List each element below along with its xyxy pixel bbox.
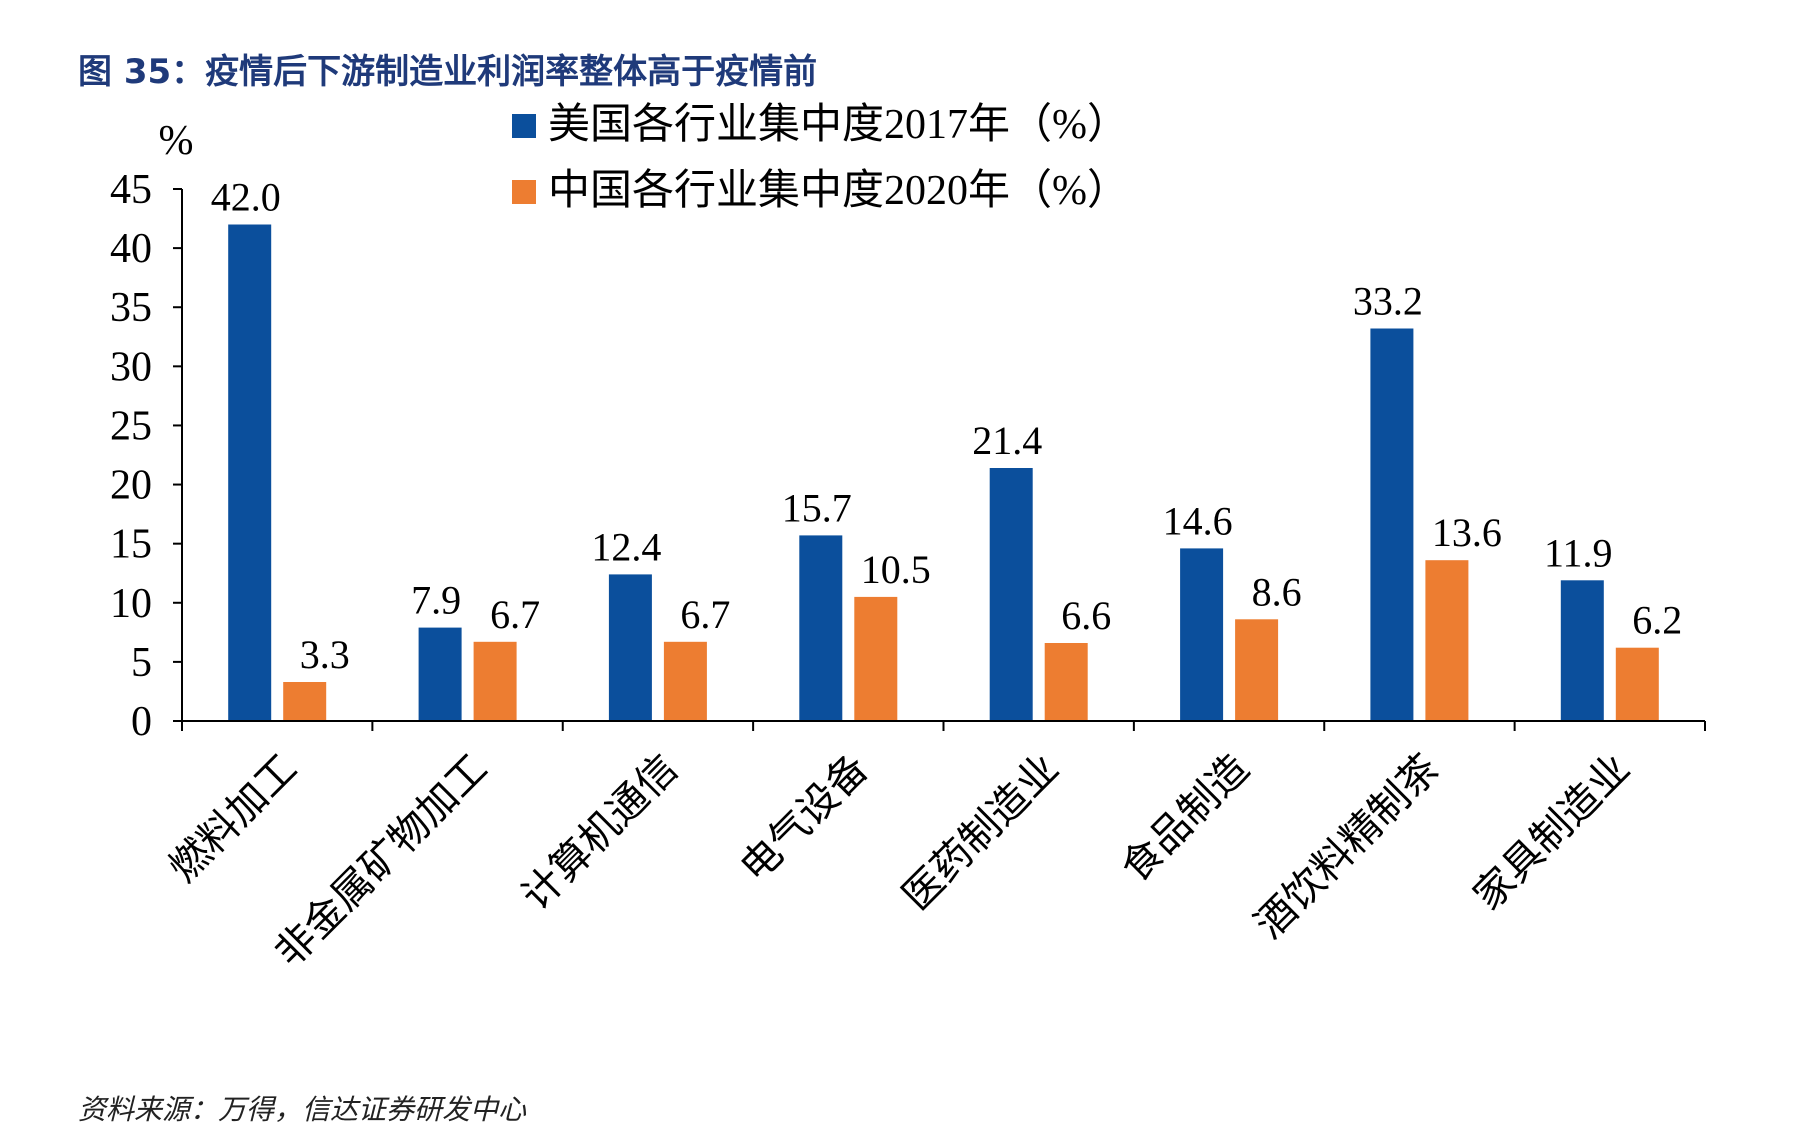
bar-us-0 <box>228 224 272 721</box>
bar-cn-4 <box>1044 643 1088 721</box>
category-label-6: 酒饮料精制茶 <box>1246 746 1448 948</box>
bar-cn-6 <box>1425 560 1469 721</box>
legend-swatch-us <box>512 114 536 138</box>
data-label-us-4: 21.4 <box>972 418 1042 463</box>
legend-label-cn: 中国各行业集中度2020年（%） <box>548 167 1129 214</box>
y-tick-label-15: 15 <box>110 522 152 568</box>
data-label-us-3: 15.7 <box>782 485 852 530</box>
y-tick-label-40: 40 <box>110 226 152 272</box>
data-label-us-5: 14.6 <box>1163 498 1233 543</box>
bar-cn-5 <box>1235 619 1279 721</box>
category-label-2: 计算机通信 <box>513 746 687 920</box>
bar-us-5 <box>1180 548 1224 721</box>
legend-swatch-cn <box>512 180 536 204</box>
data-label-us-7: 11.9 <box>1544 530 1613 575</box>
bar-us-6 <box>1370 328 1414 721</box>
data-labels-layer: 42.0 7.9 12.4 15.7 21.4 14.6 33.2 11.9 3.3 6.7 6.7… <box>211 175 1683 678</box>
data-label-us-6: 33.2 <box>1353 279 1423 324</box>
y-tick-label-0: 0 <box>131 699 152 745</box>
bar-cn-7 <box>1615 647 1659 721</box>
legend: 美国各行业集中度2017年（%） 中国各行业集中度2020年（%） <box>512 101 1129 214</box>
y-tick-label-25: 25 <box>110 403 152 449</box>
y-tick-label-20: 20 <box>110 463 152 509</box>
category-label-5: 食品制造 <box>1112 746 1258 892</box>
data-label-cn-4: 6.6 <box>1061 593 1111 638</box>
data-label-cn-3: 10.5 <box>861 547 931 592</box>
bar-cn-3 <box>854 596 898 721</box>
bar-us-7 <box>1560 580 1604 721</box>
y-tick-label-10: 10 <box>110 581 152 627</box>
category-label-3: 电气设备 <box>732 746 878 892</box>
bar-us-2 <box>608 574 652 721</box>
bar-us-4 <box>989 468 1033 721</box>
data-label-cn-2: 6.7 <box>680 592 730 637</box>
bar-cn-1 <box>473 641 517 721</box>
data-label-us-1: 7.9 <box>411 578 461 623</box>
y-axis-unit-label: % <box>159 118 194 164</box>
y-tick-label-35: 35 <box>110 285 152 331</box>
y-tick-label-30: 30 <box>110 344 152 390</box>
bar-us-1 <box>418 627 462 721</box>
category-label-0: 燃料加工 <box>161 746 307 892</box>
bar-cn-0 <box>283 682 327 721</box>
y-tick-label-5: 5 <box>131 640 152 686</box>
legend-label-us: 美国各行业集中度2017年（%） <box>548 101 1129 148</box>
bar-us-3 <box>799 535 843 721</box>
data-label-cn-0: 3.3 <box>300 632 350 677</box>
data-label-us-0: 42.0 <box>211 175 281 220</box>
category-label-7: 家具制造业 <box>1465 746 1639 920</box>
category-label-4: 医药制造业 <box>894 746 1068 920</box>
bar-cn-2 <box>663 641 707 721</box>
data-label-cn-1: 6.7 <box>490 592 540 637</box>
data-label-us-2: 12.4 <box>591 524 661 569</box>
data-label-cn-6: 13.6 <box>1432 510 1502 555</box>
figure-title: 图 35：疫情后下游制造业利润率整体高于疫情前 <box>78 52 818 92</box>
source-note: 资料来源：万得，信达证券研发中心 <box>78 1093 527 1126</box>
bars-layer <box>228 224 1659 721</box>
data-label-cn-5: 8.6 <box>1252 569 1302 614</box>
data-label-cn-7: 6.2 <box>1632 598 1682 643</box>
y-tick-label-45: 45 <box>110 167 152 213</box>
